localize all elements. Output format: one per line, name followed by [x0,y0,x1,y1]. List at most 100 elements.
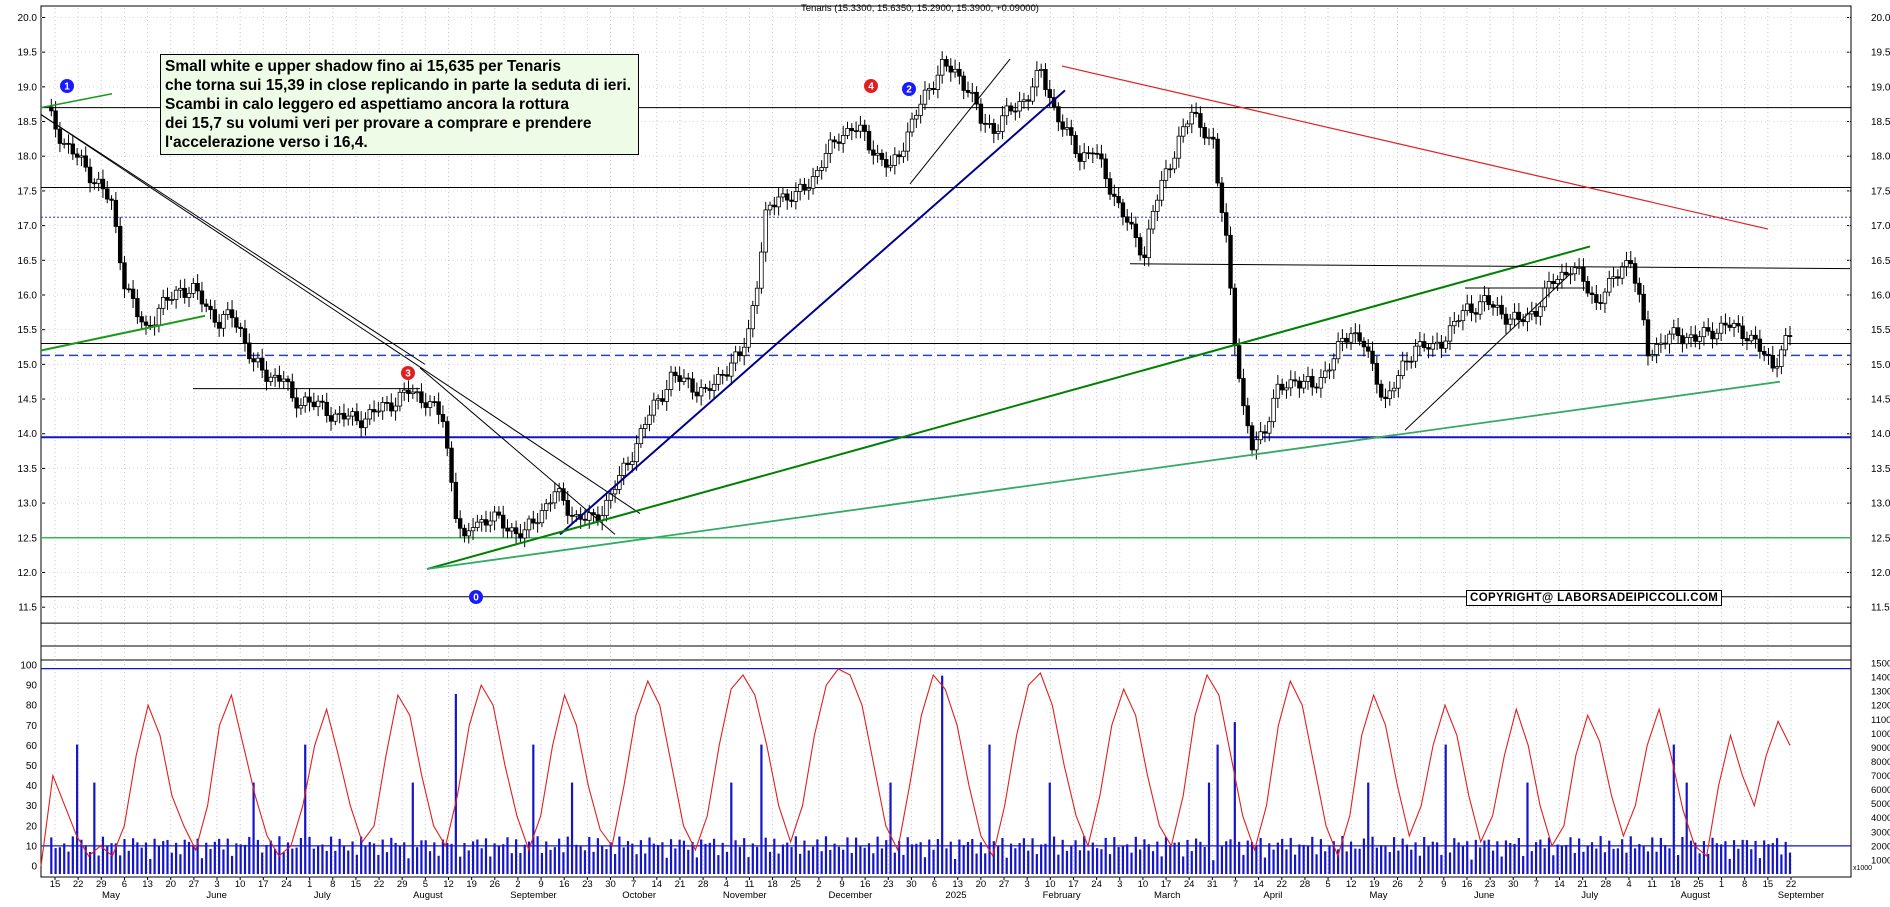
volume-bar [493,843,496,874]
candle-bullish [664,389,669,402]
volume-bar [945,848,948,874]
candle-bearish [505,527,510,532]
candle-bullish [1327,369,1332,372]
indicator-tick-label: 0 [31,862,37,873]
candle-bullish [875,152,880,156]
volume-bar [265,844,268,874]
x-tick-label: 15 [50,879,61,890]
x-tick-label: 20 [165,879,176,890]
volume-bar [502,844,505,874]
candle-bearish [1073,135,1078,155]
volume-bar [420,840,423,874]
candle-bearish [294,397,299,409]
x-month-label: December [828,890,872,901]
volume-bar [1418,855,1421,874]
volume-bar [179,854,182,874]
volume-bar [1707,853,1710,874]
y-tick-label: 15.5 [18,325,38,336]
candle-bullish [729,362,734,377]
candle-bearish [1279,383,1285,391]
candle-bullish [160,296,166,309]
indicator-tick-label: 70 [26,721,38,732]
candle-bearish [1594,294,1599,303]
volume-bar [80,839,83,874]
candle-bearish [1236,345,1242,379]
candle-bearish [1241,378,1246,407]
volume-bar [1014,848,1017,874]
candle-bearish [518,533,523,539]
candle-bearish [49,106,54,112]
x-tick-label: 22 [73,879,84,890]
volume-bar [958,839,961,874]
candle-bearish [440,414,446,422]
volume-bar [149,858,152,874]
candle-bearish [92,182,97,185]
volume-bar [1315,854,1318,874]
volume-bar [1216,744,1219,874]
volume-bar [213,841,216,874]
y-tick-label: 17.5 [18,186,38,197]
volume-bar [1767,844,1770,874]
trendline-black [40,114,641,514]
volume-bar [1565,844,1568,874]
candle-bearish [789,199,794,202]
y-tick-label: 11.5 [18,603,37,614]
x-tick-label: 29 [96,879,107,890]
candle-bearish [673,371,678,377]
volume-bar [540,853,544,874]
annotation-label: 3 [405,369,411,380]
volume-tick-label: 3000 [1871,827,1890,838]
candle-bearish [832,139,837,143]
candle-bullish [281,378,286,382]
volume-bar [756,846,759,874]
candle-bullish [1508,318,1513,325]
volume-bar [1754,840,1757,874]
x-tick-label: 13 [952,879,963,890]
volume-bar [734,840,737,874]
volume-bar [97,855,100,874]
candle-bullish [186,292,192,298]
candle-bearish [406,389,411,394]
volume-bar [816,839,819,874]
candle-bullish [367,409,372,420]
volume-bar [1646,851,1650,874]
candle-bullish [268,376,273,382]
candle-bearish [1193,111,1199,114]
candle-bullish [1602,291,1608,304]
volume-bar [317,845,320,874]
volume-bar [446,842,449,874]
candle-bearish [1533,310,1539,317]
candle-bullish [1650,354,1655,357]
candle-bearish [957,68,962,77]
note-line: Scambi in calo leggero ed aspettiamo anc… [165,96,569,113]
volume-bar [837,846,840,874]
volume-bar [321,844,324,874]
candle-bearish [884,159,889,168]
volume-bar [1711,837,1714,874]
x-tick-label: 12 [1346,879,1357,890]
volume-bar [218,838,221,874]
volume-bar [114,843,117,874]
candle-bearish [1344,337,1349,343]
x-month-label: 2025 [945,890,966,901]
x-month-label: August [413,890,443,901]
volume-bar [226,838,229,874]
candle-bullish [815,170,820,177]
volume-bar [1616,848,1619,874]
candle-bullish [1447,325,1453,342]
candle-bearish [1598,302,1603,304]
volume-bar [1392,837,1396,874]
candle-bullish [1155,199,1160,212]
volume-bar [992,841,995,874]
x-tick-label: 7 [1233,879,1238,890]
volume-bar [88,851,92,874]
candle-bearish [259,357,265,371]
volume-bar [1173,842,1176,874]
volume-bar [1160,856,1163,874]
candle-bullish [888,164,893,168]
candle-bearish [1366,346,1371,352]
volume-bar [1203,847,1206,874]
volume-bar [1569,837,1572,874]
candle-bearish [565,500,570,516]
volume-bar [562,852,565,874]
